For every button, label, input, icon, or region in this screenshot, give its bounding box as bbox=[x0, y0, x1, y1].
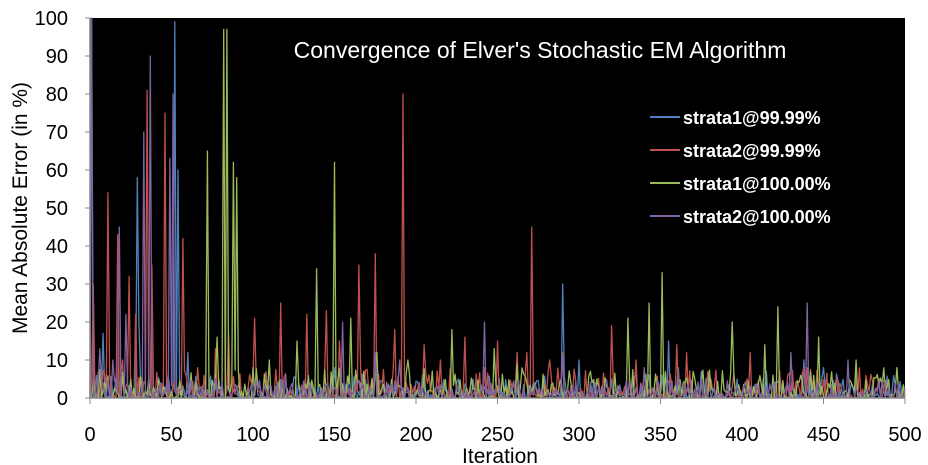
x-tick-label: 250 bbox=[481, 424, 514, 446]
axes: 0 10 20 30 40 50 60 70 80 90 100 0 50 100 150 200 250 300… bbox=[35, 8, 922, 446]
legend-label-strata1-100: strata1@100.00% bbox=[683, 174, 831, 194]
y-tick-label: 40 bbox=[46, 236, 68, 258]
y-tick-label: 10 bbox=[46, 350, 68, 372]
y-tick-label: 80 bbox=[46, 84, 68, 106]
legend-label-strata1-99: strata1@99.99% bbox=[683, 108, 821, 128]
legend-label-strata2-100: strata2@100.00% bbox=[683, 207, 831, 227]
y-tick-label: 0 bbox=[57, 388, 68, 410]
x-tick-label: 0 bbox=[84, 424, 95, 446]
x-tick-label: 100 bbox=[236, 424, 269, 446]
y-tick-label: 30 bbox=[46, 274, 68, 296]
x-tick-label: 200 bbox=[399, 424, 432, 446]
x-tick-label: 350 bbox=[644, 424, 677, 446]
x-tick-label: 300 bbox=[562, 424, 595, 446]
y-axis-label: Mean Absolute Error (in %) bbox=[9, 82, 32, 334]
legend: strata1@99.99% strata2@99.99% strata1@10… bbox=[650, 108, 831, 227]
x-tick-label: 50 bbox=[160, 424, 182, 446]
x-tick-label: 150 bbox=[318, 424, 351, 446]
y-tick-label: 20 bbox=[46, 312, 68, 334]
x-tick-label: 400 bbox=[725, 424, 758, 446]
y-tick-label: 100 bbox=[35, 8, 68, 30]
y-tick-label: 50 bbox=[46, 198, 68, 220]
x-axis-label: Iteration bbox=[462, 445, 538, 465]
y-tick-label: 90 bbox=[46, 46, 68, 68]
chart-title: Convergence of Elver's Stochastic EM Alg… bbox=[294, 37, 787, 63]
legend-label-strata2-99: strata2@99.99% bbox=[683, 141, 821, 161]
x-tick-label: 450 bbox=[807, 424, 840, 446]
x-tick-label: 500 bbox=[888, 424, 921, 446]
y-tick-label: 60 bbox=[46, 160, 68, 182]
y-tick-label: 70 bbox=[46, 122, 68, 144]
